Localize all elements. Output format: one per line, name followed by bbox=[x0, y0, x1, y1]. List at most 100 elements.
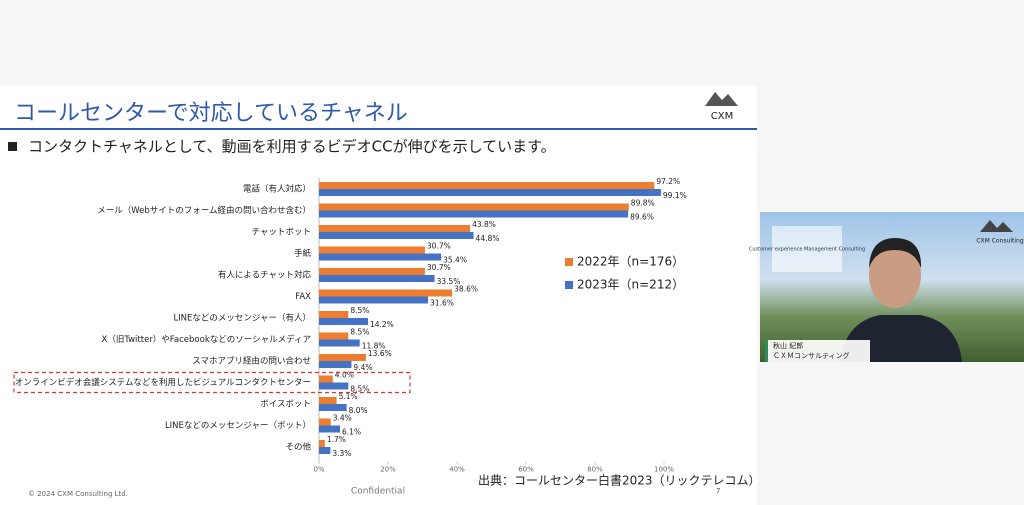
value-label: 8.0% bbox=[349, 406, 368, 415]
value-label: 99.1% bbox=[663, 191, 687, 200]
value-label: 35.4% bbox=[443, 256, 467, 265]
bar bbox=[319, 354, 366, 361]
category-label: 手紙 bbox=[294, 248, 312, 259]
x-tick-label: 20% bbox=[380, 466, 396, 474]
bar bbox=[319, 253, 442, 261]
value-label: 30.7% bbox=[427, 242, 451, 251]
bar bbox=[319, 339, 360, 347]
x-tick-label: 100% bbox=[654, 466, 674, 474]
value-label: 9.4% bbox=[353, 363, 372, 372]
value-label: 3.3% bbox=[332, 449, 351, 458]
chart: 0% 20% 40% 60% 80% 100% 電話（有人対応） 97.2% 99.1% メール（… bbox=[13, 177, 687, 474]
value-label: 8.5% bbox=[350, 385, 369, 394]
bar bbox=[319, 375, 333, 383]
value-label: 8.5% bbox=[350, 328, 369, 337]
value-label: 14.2% bbox=[370, 320, 394, 329]
value-label: 3.4% bbox=[333, 414, 352, 423]
category-label: FAX bbox=[295, 292, 311, 302]
bar bbox=[319, 440, 325, 447]
value-label: 5.1% bbox=[339, 392, 358, 401]
webcam: Customer experience Management Consultin… bbox=[749, 212, 1024, 362]
bullet-mark bbox=[8, 142, 17, 151]
logo-text: CXM bbox=[711, 111, 733, 122]
x-tick-label: 80% bbox=[587, 466, 603, 474]
highlight-box bbox=[13, 371, 411, 394]
category-label: オンラインビデオ会議システムなどを利用したビジュアルコンタクトセンター bbox=[15, 377, 311, 388]
bar bbox=[319, 232, 474, 239]
category-label: 電話（有人対応） bbox=[243, 184, 311, 195]
bar bbox=[319, 182, 655, 189]
copyright: © 2024 CXM Consulting Ltd. bbox=[28, 490, 128, 498]
bar bbox=[319, 189, 661, 196]
legend-label: 2022年（n=176） bbox=[577, 255, 684, 269]
category-label: X（旧Twitter）やFacebookなどのソーシャルメディア bbox=[102, 334, 312, 345]
bar bbox=[319, 397, 337, 404]
value-label: 11.8% bbox=[362, 342, 386, 351]
category-label: LINEなどのメッセンジャー（ボット） bbox=[165, 420, 311, 431]
bar bbox=[319, 382, 349, 390]
bar bbox=[319, 268, 425, 275]
category-label: メール（Webサイトのフォーム経由の問い合わせ含む） bbox=[97, 205, 311, 216]
value-label: 44.8% bbox=[476, 234, 500, 243]
bar bbox=[319, 225, 471, 232]
value-label: 1.7% bbox=[327, 435, 346, 444]
bar bbox=[319, 311, 349, 318]
page-number: 7 bbox=[716, 487, 720, 495]
bar bbox=[319, 404, 347, 411]
category-label: ボイスボット bbox=[260, 400, 311, 410]
value-label: 33.5% bbox=[437, 277, 461, 286]
bar bbox=[319, 275, 435, 282]
category-label: チャットボット bbox=[252, 228, 311, 238]
legend-marker bbox=[565, 258, 573, 266]
bar bbox=[319, 425, 341, 433]
bar bbox=[319, 447, 331, 454]
webcam-banner bbox=[772, 226, 842, 272]
value-label: 8.5% bbox=[350, 306, 369, 315]
value-label: 89.6% bbox=[630, 213, 654, 222]
x-tick-label: 60% bbox=[518, 466, 534, 474]
webcam-tagline: Customer experience Management Consultin… bbox=[749, 247, 865, 253]
value-label: 89.8% bbox=[631, 199, 655, 208]
category-label: 有人によるチャット対応 bbox=[218, 270, 312, 281]
value-label: 31.6% bbox=[430, 299, 454, 308]
bar bbox=[319, 289, 453, 297]
value-label: 6.1% bbox=[342, 428, 361, 437]
person-head bbox=[869, 242, 921, 308]
value-label: 30.7% bbox=[427, 263, 451, 272]
value-label: 13.6% bbox=[368, 349, 392, 358]
bar bbox=[319, 210, 629, 218]
x-tick-label: 40% bbox=[449, 466, 465, 474]
bar bbox=[319, 318, 368, 325]
slide-title: コールセンターで対応しているチャネル bbox=[14, 101, 408, 126]
bar bbox=[319, 203, 629, 211]
speaker-name: 秋山 紀郎 bbox=[773, 341, 803, 350]
value-label: 4.0% bbox=[335, 371, 354, 380]
person-body bbox=[840, 315, 962, 362]
value-label: 38.6% bbox=[454, 285, 478, 294]
confidential: Confidential bbox=[351, 487, 405, 497]
value-label: 97.2% bbox=[656, 177, 680, 186]
bar bbox=[319, 246, 425, 254]
value-label: 43.8% bbox=[472, 220, 496, 229]
x-tick-label: 0% bbox=[313, 466, 324, 474]
bar bbox=[319, 332, 349, 340]
category-label: LINEなどのメッセンジャー（有人） bbox=[173, 313, 311, 324]
webcam-logo-icon bbox=[980, 220, 1013, 232]
person-hair bbox=[869, 238, 922, 268]
bar bbox=[319, 296, 429, 304]
legend-label: 2023年（n=212） bbox=[577, 278, 684, 292]
legend-marker bbox=[565, 281, 573, 289]
speaker-company: ＣＸＭコンサルティング bbox=[773, 351, 850, 360]
bar bbox=[319, 418, 331, 426]
category-label: スマホアプリ経由の問い合わせ bbox=[192, 356, 311, 367]
name-plate bbox=[765, 340, 870, 362]
bullet-text: コンタクトチャネルとして、動画を利用するビデオCCが伸びを示しています。 bbox=[28, 138, 556, 156]
logo-icon bbox=[705, 92, 738, 106]
name-plate-accent bbox=[765, 340, 768, 362]
category-label: その他 bbox=[285, 442, 311, 453]
webcam-logo: CXM Consulting bbox=[976, 238, 1023, 245]
source: 出典：コールセンター白書2023（リックテレコム） bbox=[478, 473, 761, 488]
bar bbox=[319, 361, 352, 368]
